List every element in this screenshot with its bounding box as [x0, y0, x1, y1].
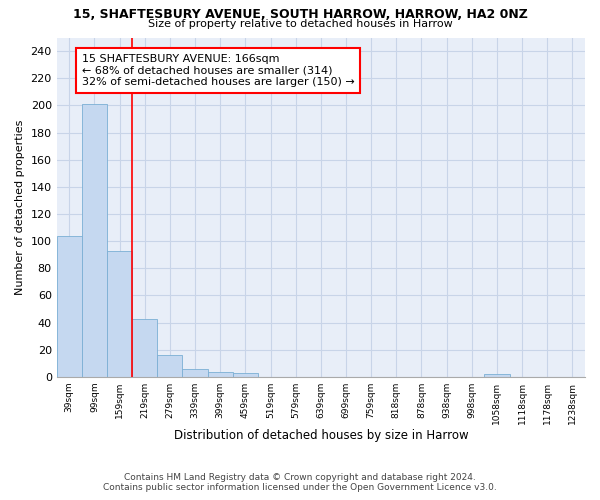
Bar	[132, 318, 157, 377]
Bar	[182, 369, 208, 377]
Bar	[208, 372, 233, 377]
Text: Contains HM Land Registry data © Crown copyright and database right 2024.
Contai: Contains HM Land Registry data © Crown c…	[103, 473, 497, 492]
Text: 15, SHAFTESBURY AVENUE, SOUTH HARROW, HARROW, HA2 0NZ: 15, SHAFTESBURY AVENUE, SOUTH HARROW, HA…	[73, 8, 527, 20]
Text: 15 SHAFTESBURY AVENUE: 166sqm
← 68% of detached houses are smaller (314)
32% of : 15 SHAFTESBURY AVENUE: 166sqm ← 68% of d…	[82, 54, 355, 87]
Bar	[157, 355, 182, 377]
Bar	[82, 104, 107, 377]
Bar	[233, 373, 258, 377]
Text: Size of property relative to detached houses in Harrow: Size of property relative to detached ho…	[148, 19, 452, 29]
Bar	[56, 236, 82, 377]
Y-axis label: Number of detached properties: Number of detached properties	[15, 120, 25, 295]
X-axis label: Distribution of detached houses by size in Harrow: Distribution of detached houses by size …	[173, 430, 468, 442]
Bar	[484, 374, 509, 377]
Bar	[107, 250, 132, 377]
